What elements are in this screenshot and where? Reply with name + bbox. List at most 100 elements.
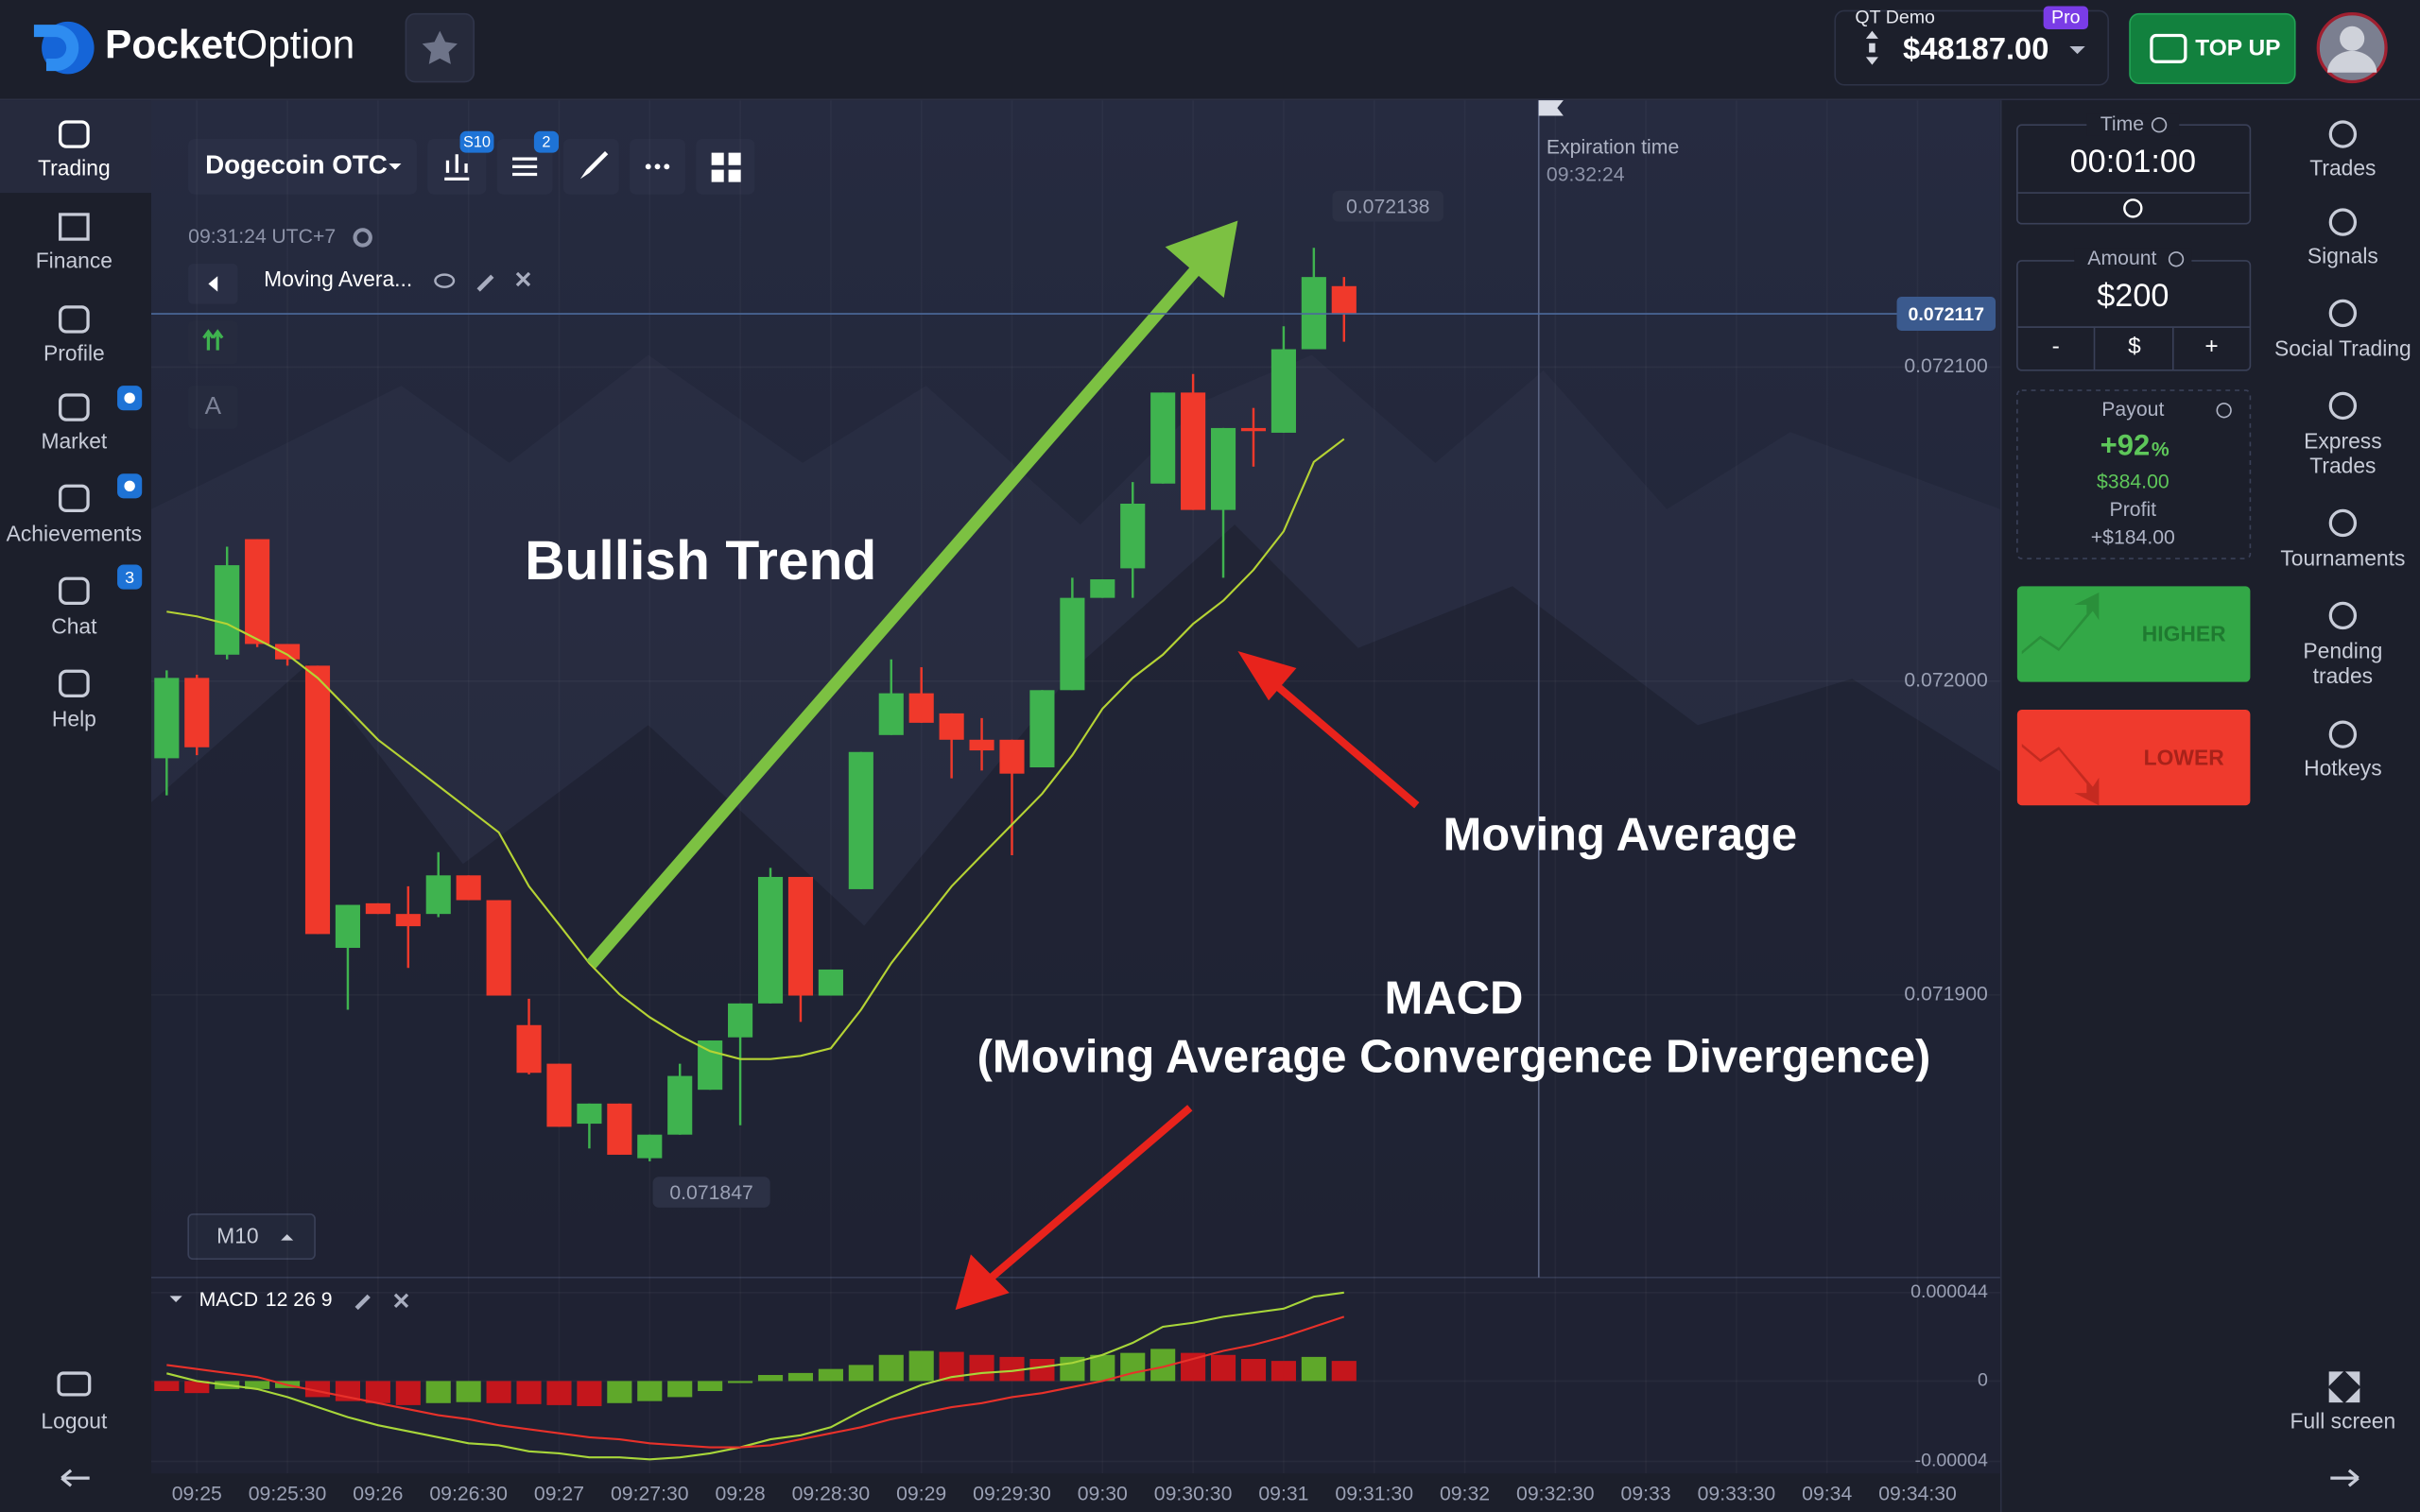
macd-tick-label: -0.00004 — [1915, 1451, 1988, 1471]
moving-average-line — [166, 438, 1345, 1060]
x-tick-label: 09:28:30 — [792, 1484, 871, 1505]
candle-body — [486, 900, 511, 996]
menu-item[interactable]: Trades — [2309, 454, 2376, 478]
left-sidebar: Trading Finance Profile Market Achievements C… — [0, 100, 151, 730]
candle-body — [969, 739, 994, 751]
time-value: 00:01:00 — [2070, 144, 2196, 180]
macd-histogram-bar — [969, 1354, 994, 1382]
menu-item[interactable]: Achievements — [7, 522, 142, 546]
menu-item[interactable]: Finance — [36, 249, 112, 273]
dropdown-caret — [2069, 45, 2085, 55]
menu-item[interactable]: Tournaments — [2280, 546, 2405, 571]
collapse-caret[interactable] — [169, 1296, 182, 1302]
decrease-button[interactable]: - — [2052, 334, 2060, 359]
payout-unit: % — [2152, 438, 2169, 460]
payout-box — [2016, 389, 2252, 559]
edit-icon[interactable] — [476, 274, 494, 292]
arrowhead — [1237, 650, 1297, 701]
menu-item[interactable]: Hotkeys — [2304, 756, 2382, 781]
candle-body — [395, 914, 421, 927]
macd-histogram-bar — [1210, 1354, 1236, 1382]
x-tick-label: 09:32 — [1440, 1484, 1490, 1505]
remove-icon[interactable] — [515, 271, 531, 287]
macd-histogram-bar — [456, 1381, 481, 1402]
payout-amount: $384.00 — [2097, 472, 2169, 493]
logo-light: Option — [236, 23, 354, 67]
payout-value: +92 — [2100, 429, 2151, 462]
layout-button[interactable] — [696, 138, 755, 195]
candle-body — [425, 875, 451, 915]
switch-icon — [1865, 30, 1878, 65]
lower-button[interactable] — [2016, 710, 2251, 806]
current-price-tag — [1896, 297, 1996, 331]
expand-arrow[interactable] — [2330, 1469, 2360, 1487]
help-icon[interactable] — [2168, 251, 2185, 267]
menu-item[interactable]: Trading — [38, 156, 111, 180]
indicator-name: Moving Avera... — [264, 266, 412, 291]
candle-body — [1181, 392, 1206, 510]
full-screen[interactable]: Full screen — [2290, 1408, 2396, 1433]
settings-icon[interactable] — [353, 228, 372, 248]
candle-body — [1120, 503, 1146, 569]
balance-box[interactable] — [1834, 9, 2110, 86]
avatar-body — [2327, 50, 2377, 73]
increase-button[interactable]: + — [2204, 334, 2218, 359]
menu-item[interactable]: Market — [41, 429, 107, 454]
candle-body — [577, 1103, 602, 1125]
top-up-button[interactable] — [2129, 12, 2296, 84]
asset-selector[interactable] — [188, 138, 417, 195]
switch-icon — [1869, 43, 1876, 53]
wallet-icon — [2150, 33, 2187, 63]
candle-body — [1270, 349, 1296, 433]
macd-histogram-bar — [787, 1372, 814, 1382]
menu-item[interactable]: Social Trading — [2274, 336, 2411, 361]
clock-icon[interactable] — [2123, 198, 2143, 218]
logo[interactable]: PocketOption — [33, 21, 354, 75]
macd-histogram-bar — [637, 1381, 663, 1401]
menu-item[interactable]: trades — [2313, 663, 2374, 688]
dropdown-caret — [281, 1234, 294, 1241]
tool-button[interactable] — [188, 320, 238, 365]
fullscreen-icon — [2328, 1371, 2360, 1403]
macd-histogram-bar — [818, 1368, 843, 1382]
remove-icon[interactable] — [393, 1293, 409, 1309]
top-bar — [0, 0, 2420, 99]
candle-body — [456, 875, 481, 901]
logout[interactable]: Logout — [41, 1408, 108, 1433]
menu-item[interactable]: Signals — [2308, 244, 2378, 268]
menu-item[interactable]: Profile — [43, 341, 105, 366]
menu-item[interactable]: Help — [52, 706, 96, 730]
arrowhead — [955, 1254, 1010, 1311]
x-tick-label: 09:28 — [716, 1484, 766, 1505]
grid-icon — [711, 152, 741, 182]
macd-arrow — [985, 1105, 1193, 1284]
macd-histogram-bar — [546, 1381, 572, 1405]
asset-name: Dogecoin OTC — [205, 150, 388, 180]
menu-item[interactable]: Pending — [2303, 639, 2382, 663]
collapse-arrow[interactable] — [60, 1469, 90, 1487]
menu-icon — [59, 669, 90, 697]
menu-item[interactable]: Chat — [51, 614, 97, 639]
visibility-icon[interactable] — [434, 273, 456, 288]
menu-icon — [2328, 601, 2358, 630]
currency-button[interactable]: $ — [2128, 334, 2141, 359]
edit-icon[interactable] — [354, 1294, 371, 1311]
candle-body — [245, 539, 270, 644]
badge — [459, 130, 494, 153]
candle-body — [1090, 579, 1115, 598]
help-icon[interactable] — [2216, 403, 2232, 419]
badge — [533, 130, 560, 153]
annotation-arrows — [586, 220, 1420, 1311]
low-pill — [652, 1177, 770, 1208]
menu-item[interactable]: Express — [2304, 429, 2382, 454]
high-label: 0.072138 — [1346, 196, 1430, 217]
menu-item[interactable]: Trades — [2309, 156, 2376, 180]
candle-body — [999, 739, 1025, 774]
macd-histogram-bar — [1270, 1361, 1296, 1382]
candle-body — [365, 902, 390, 915]
timeframe-button[interactable] — [187, 1213, 316, 1261]
tool-button[interactable] — [188, 386, 238, 429]
higher-button[interactable] — [2016, 586, 2251, 682]
help-icon[interactable] — [2151, 117, 2168, 133]
